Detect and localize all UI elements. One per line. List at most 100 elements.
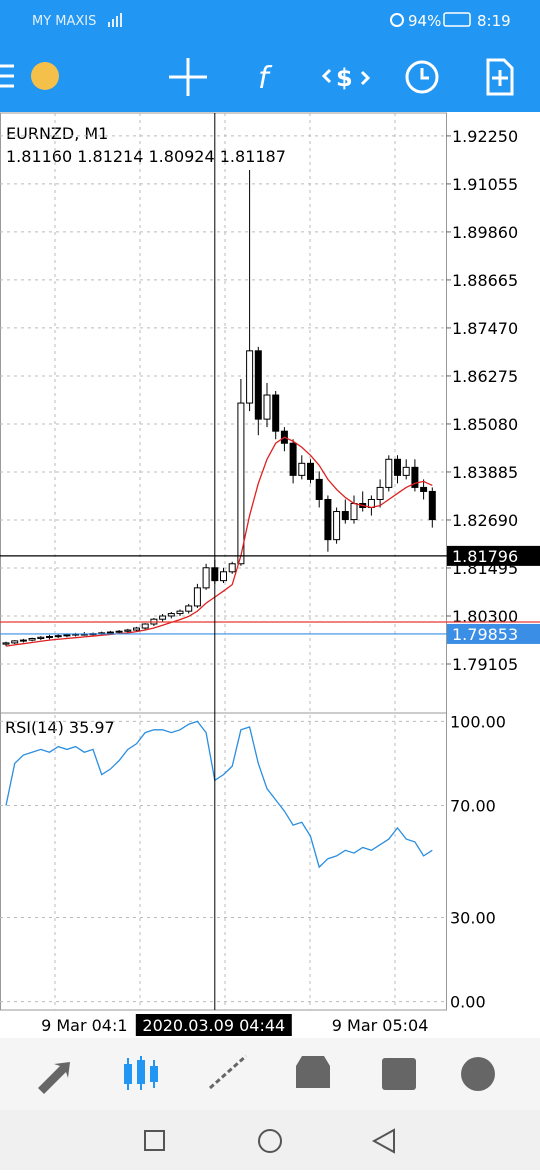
candle-body (115, 630, 123, 633)
price-label-bg (447, 623, 540, 644)
menu[interactable] (0, 64, 14, 88)
candle-body (167, 613, 175, 617)
moving-average (5, 436, 433, 647)
ohlc-readout: 1.81160 1.81214 1.80924 1.81187 (6, 147, 286, 166)
candle-body (315, 478, 323, 500)
candle-body (46, 635, 53, 638)
candle-body (133, 627, 140, 631)
price-label: 1.81796 (452, 547, 518, 566)
candle-body (385, 458, 393, 488)
candle-body (220, 571, 227, 582)
candle-body (54, 635, 62, 638)
candle-body (28, 637, 36, 641)
candle-body (428, 490, 436, 521)
candle-body (2, 642, 10, 645)
y-tick-label: 1.80300 (452, 607, 518, 626)
candle-body (37, 636, 45, 639)
price-label-bg (447, 545, 540, 566)
nav-chat[interactable] (461, 1057, 495, 1091)
candle-body (254, 350, 262, 420)
candle-body (228, 563, 236, 573)
candle-body (298, 462, 306, 476)
back-button[interactable] (371, 1128, 395, 1154)
x-tick-label: 9 Mar 05:04 (332, 1016, 429, 1035)
nav-trade[interactable] (209, 1054, 247, 1090)
toolbar-icons (0, 58, 514, 96)
candle-body (307, 462, 314, 480)
app-logo (31, 62, 59, 90)
rsi-tick-label: 0.00 (450, 993, 486, 1012)
crosshair-tool[interactable] (169, 58, 207, 96)
nav-quotes[interactable] (38, 1062, 70, 1094)
candle-body (237, 402, 245, 565)
y-tick-label: 1.86275 (452, 367, 518, 386)
battery-pct: 94% (408, 12, 441, 30)
candle-body (341, 511, 349, 521)
system-nav (0, 1110, 540, 1170)
plot-frame (0, 112, 447, 1011)
header-bg (0, 0, 540, 112)
dollar-icon: $ (336, 64, 353, 92)
rsi-title: RSI(14) 35.97 (5, 718, 115, 737)
chart-title: EURNZD, M1 (6, 124, 108, 143)
chart-bg (0, 112, 540, 1038)
nav-news[interactable] (382, 1058, 416, 1090)
recents-button[interactable] (144, 1130, 165, 1151)
candle-body (350, 502, 358, 521)
nav-history[interactable] (296, 1056, 330, 1088)
clock: 8:19 (477, 12, 511, 30)
new-order[interactable] (486, 58, 514, 96)
candle-body (19, 639, 27, 642)
y-tick-label: 1.79105 (452, 655, 518, 674)
y-tick-label: 1.89860 (452, 223, 518, 242)
history-tool[interactable] (405, 60, 439, 94)
candle-body (420, 486, 428, 492)
nav-icons (38, 1054, 495, 1094)
rsi-line (5, 720, 433, 869)
candle-body (324, 498, 332, 541)
candle-body (272, 394, 280, 432)
candle-body (185, 605, 193, 612)
y-tick-label: 1.82690 (452, 511, 518, 530)
rsi-tick-label: 70.00 (450, 796, 496, 815)
bottom-nav (0, 1038, 540, 1110)
y-tick-label: 1.88665 (452, 271, 518, 290)
y-tick-label: 1.87470 (452, 319, 518, 338)
y-tick-label: 1.92250 (452, 127, 518, 146)
candle-body (176, 610, 184, 615)
x-tick-label: 9 Mar 04:1 (41, 1016, 127, 1035)
candle-body (124, 629, 132, 632)
candle-body (159, 615, 167, 620)
y-tick-label: 1.91055 (452, 175, 518, 194)
candle-body (289, 442, 297, 476)
candle-body (193, 587, 201, 607)
candle-body (63, 634, 71, 637)
candle-body (333, 511, 341, 541)
y-tick-label: 1.83885 (452, 463, 518, 482)
rsi-tick-label: 30.00 (450, 909, 496, 928)
candle-body (411, 466, 419, 488)
crosshair-label-bg (135, 1014, 292, 1036)
candle-body (402, 466, 410, 476)
candle-body (141, 623, 149, 629)
candle-body (106, 631, 114, 634)
candle-body (11, 640, 19, 644)
home-button[interactable] (258, 1129, 282, 1153)
candle-body (246, 350, 254, 404)
signal (108, 13, 122, 27)
nav-chart[interactable] (124, 1056, 158, 1090)
y-tick-label: 1.85080 (452, 415, 518, 434)
candle-body (376, 486, 384, 500)
carrier: MY MAXIS (32, 14, 96, 29)
candle-body (202, 567, 210, 589)
crosshair-label: 2020.03.09 04:44 (142, 1016, 285, 1035)
battery-icon (443, 12, 471, 27)
candle-body (394, 458, 401, 476)
candle-body (263, 394, 271, 420)
rsi-tick-label: 100.00 (450, 712, 506, 731)
candle-body (367, 498, 375, 509)
alarm-icon (390, 13, 404, 27)
trade-tool[interactable] (321, 68, 371, 86)
